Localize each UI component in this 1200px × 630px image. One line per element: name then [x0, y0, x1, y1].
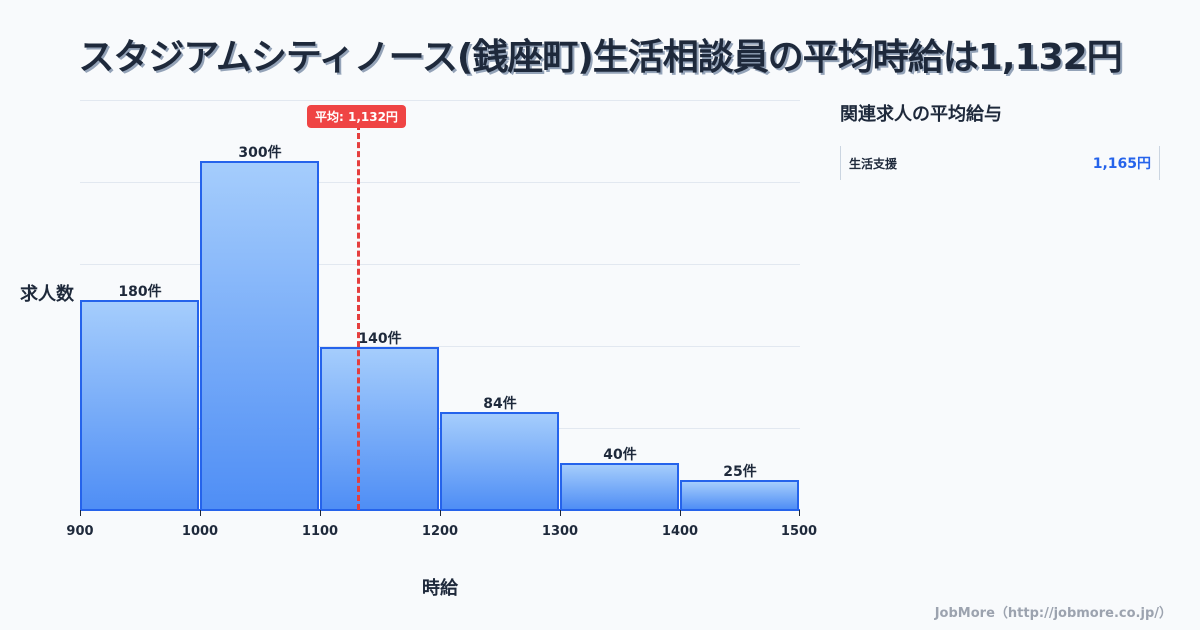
x-tick	[320, 510, 321, 516]
x-tick	[80, 510, 81, 516]
average-line	[357, 124, 360, 510]
bar-label: 300件	[238, 145, 282, 161]
related-salary-panel: 関連求人の平均給与 生活支援 1,165円	[840, 100, 1160, 180]
histogram-chart: 180件 300件 140件 84件 40件 25件 900 1000 1100…	[20, 100, 817, 599]
x-tick-label: 1300	[541, 524, 579, 539]
bar-1400-1500	[680, 480, 799, 511]
x-tick	[560, 510, 561, 516]
x-tick	[440, 510, 441, 516]
x-tick	[680, 510, 681, 516]
related-salary-title: 関連求人の平均給与	[840, 104, 1002, 125]
page-title: スタジアムシティノース(銭座町)生活相談員の平均時給は1,132円	[78, 37, 1122, 78]
bar-label: 180件	[118, 284, 162, 300]
x-tick	[799, 510, 800, 516]
bar-label: 84件	[483, 396, 517, 412]
job-category-salary: 1,165円	[1092, 156, 1151, 172]
bar-1200-1300	[440, 412, 559, 511]
bar-label: 25件	[723, 464, 757, 480]
average-badge: 平均: 1,132円	[307, 105, 406, 128]
gridline	[80, 264, 800, 265]
bar-1000-1100	[200, 161, 319, 511]
gridline	[80, 346, 800, 347]
x-axis-label: 時給	[422, 578, 458, 599]
x-tick-label: 1000	[181, 524, 219, 539]
gridline	[80, 100, 800, 101]
x-tick-label: 900	[66, 524, 94, 539]
bar-label: 40件	[603, 447, 637, 463]
x-tick	[200, 510, 201, 516]
job-category-name: 生活支援	[849, 156, 898, 171]
bar-label: 140件	[358, 331, 402, 347]
bar-1100-1200	[320, 347, 439, 511]
footer-credit: JobMore（http://jobmore.co.jp/）	[934, 606, 1172, 621]
x-tick-label: 1100	[301, 524, 339, 539]
x-tick-label: 1500	[780, 524, 818, 539]
bar-1300-1400	[560, 463, 679, 511]
x-tick-label: 1400	[661, 524, 699, 539]
y-axis-label: 求人数	[20, 284, 74, 305]
bar-900-1000	[80, 300, 199, 511]
gridline	[80, 182, 800, 183]
related-salary-row: 生活支援 1,165円	[840, 146, 1160, 180]
x-tick-label: 1200	[421, 524, 459, 539]
